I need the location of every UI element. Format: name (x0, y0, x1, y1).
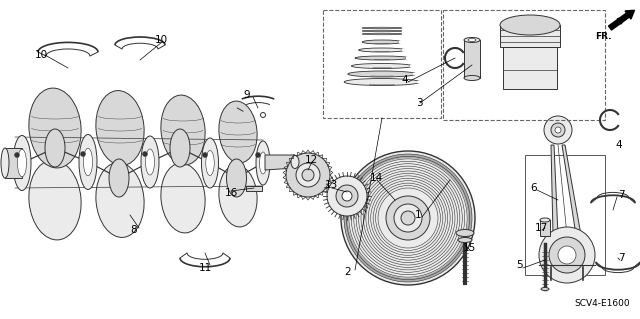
FancyArrow shape (609, 10, 634, 30)
Text: 7: 7 (618, 253, 625, 263)
Circle shape (81, 152, 86, 157)
Circle shape (549, 237, 585, 273)
Circle shape (202, 152, 207, 158)
Bar (443, 10, 605, 120)
Polygon shape (265, 155, 295, 170)
Ellipse shape (500, 15, 560, 35)
Text: 14: 14 (370, 173, 383, 183)
Bar (540, 220, 550, 236)
Ellipse shape (468, 39, 476, 41)
Ellipse shape (161, 163, 205, 233)
Bar (500, 25, 560, 47)
Ellipse shape (45, 129, 65, 167)
Ellipse shape (219, 101, 257, 163)
Ellipse shape (464, 76, 480, 80)
Text: FR.: FR. (595, 32, 611, 41)
Text: 12: 12 (305, 155, 318, 165)
Ellipse shape (202, 138, 218, 188)
Ellipse shape (464, 38, 480, 42)
Bar (464, 40, 480, 78)
Text: 8: 8 (130, 225, 136, 235)
Circle shape (255, 152, 260, 158)
Circle shape (401, 211, 415, 225)
Ellipse shape (291, 155, 299, 168)
Polygon shape (551, 145, 558, 235)
Circle shape (286, 153, 330, 197)
Circle shape (539, 227, 595, 283)
Circle shape (558, 246, 576, 264)
Ellipse shape (362, 30, 402, 32)
Circle shape (143, 152, 147, 157)
Ellipse shape (109, 159, 129, 197)
Circle shape (336, 185, 358, 207)
Ellipse shape (362, 33, 402, 35)
Circle shape (394, 204, 422, 232)
Text: 10: 10 (35, 50, 48, 60)
Polygon shape (562, 145, 581, 235)
Polygon shape (5, 148, 22, 178)
Text: 11: 11 (198, 263, 212, 273)
Ellipse shape (96, 91, 144, 166)
Text: 7: 7 (618, 190, 625, 200)
Circle shape (15, 152, 19, 158)
Ellipse shape (348, 71, 416, 77)
Text: 6: 6 (530, 183, 536, 193)
Ellipse shape (161, 95, 205, 165)
Circle shape (302, 169, 314, 181)
Text: 1: 1 (415, 210, 422, 220)
Ellipse shape (145, 149, 154, 175)
Ellipse shape (219, 165, 257, 227)
Ellipse shape (29, 160, 81, 240)
Bar (323, 10, 441, 118)
Ellipse shape (344, 78, 420, 85)
Text: 16: 16 (225, 188, 238, 198)
Circle shape (555, 127, 561, 133)
Ellipse shape (362, 40, 402, 44)
Circle shape (551, 123, 565, 137)
Bar (525, 155, 605, 275)
Ellipse shape (1, 148, 9, 178)
Circle shape (342, 191, 352, 201)
Text: 2: 2 (345, 267, 351, 277)
Ellipse shape (362, 27, 402, 29)
Bar (246, 186, 262, 191)
Ellipse shape (29, 88, 81, 168)
Ellipse shape (458, 238, 472, 242)
Circle shape (544, 116, 572, 144)
Ellipse shape (79, 135, 97, 189)
Ellipse shape (17, 149, 26, 177)
Ellipse shape (83, 148, 93, 176)
Text: 4: 4 (401, 75, 408, 85)
Ellipse shape (540, 218, 550, 222)
Ellipse shape (541, 287, 549, 291)
Ellipse shape (96, 163, 144, 237)
Ellipse shape (227, 159, 246, 197)
Circle shape (296, 163, 320, 187)
Ellipse shape (141, 136, 159, 188)
Text: 10: 10 (155, 35, 168, 45)
Ellipse shape (351, 63, 413, 69)
Ellipse shape (456, 229, 474, 236)
Text: 9: 9 (243, 90, 250, 100)
Circle shape (260, 113, 266, 117)
Circle shape (386, 196, 430, 240)
Text: 5: 5 (516, 260, 523, 270)
Ellipse shape (205, 151, 214, 175)
Text: 4: 4 (615, 140, 621, 150)
Ellipse shape (259, 152, 266, 174)
Text: 13: 13 (325, 180, 339, 190)
Text: SCV4-E1600: SCV4-E1600 (574, 299, 630, 308)
Text: 15: 15 (463, 243, 476, 253)
Text: 3: 3 (416, 98, 422, 108)
Circle shape (327, 176, 367, 216)
Text: 17: 17 (535, 223, 548, 233)
Ellipse shape (13, 136, 31, 190)
Ellipse shape (170, 129, 190, 167)
Ellipse shape (358, 48, 405, 52)
Ellipse shape (256, 141, 270, 185)
Ellipse shape (355, 56, 409, 60)
Bar (503, 47, 557, 89)
Circle shape (341, 151, 475, 285)
